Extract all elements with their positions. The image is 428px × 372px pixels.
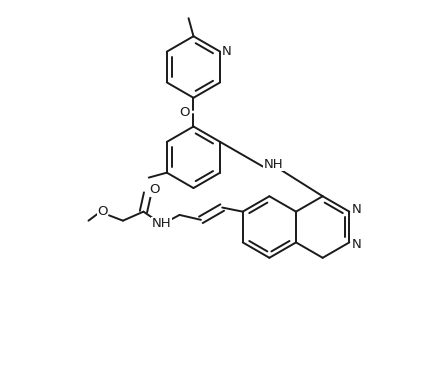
Text: O: O — [179, 106, 190, 119]
Text: NH: NH — [264, 158, 283, 171]
Text: N: N — [221, 45, 231, 58]
Text: O: O — [97, 205, 108, 218]
Text: N: N — [351, 203, 361, 216]
Text: NH: NH — [152, 218, 172, 230]
Text: N: N — [351, 238, 361, 251]
Text: O: O — [150, 183, 160, 196]
